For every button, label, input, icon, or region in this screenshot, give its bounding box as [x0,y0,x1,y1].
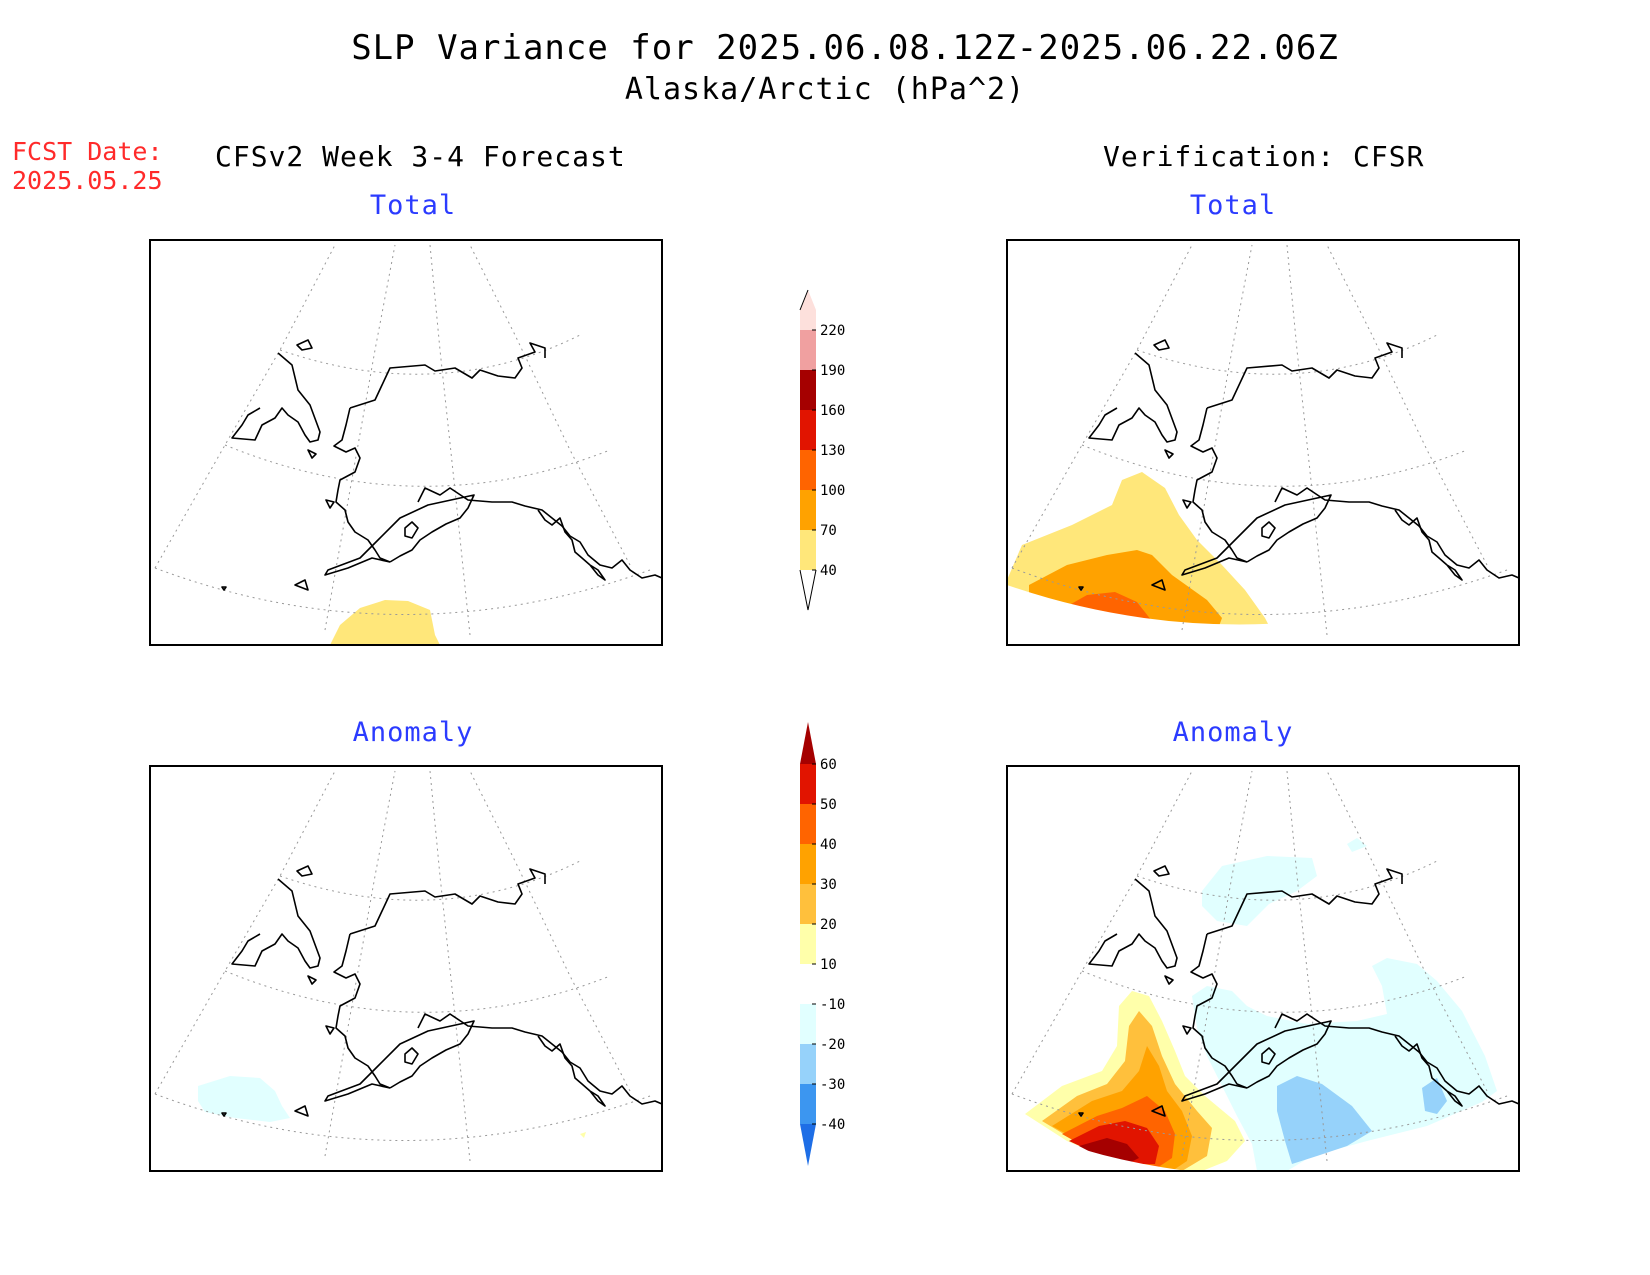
total-colorbar-tick-label: 100 [820,483,845,499]
anomaly-colorbar-swatch [800,964,816,1004]
total-colorbar-tick-label: 70 [820,523,837,539]
anomaly-colorbar-swatches [800,722,816,1166]
forecast-anomaly-title: Anomaly [352,717,474,748]
anomaly-colorbar-tick-label: 60 [820,757,837,773]
anomaly-colorbar-swatch [800,1124,816,1166]
forecast-date: FCST Date: 2025.05.25 [12,137,163,195]
anomaly-colorbar-labels: -40 -30 -20 -10 10 20 30 40 50 60 [812,757,845,1133]
anomaly-colorbar-swatch [800,1044,816,1084]
total-colorbar-tick-label: 220 [820,323,845,339]
anomaly-colorbar-swatch [800,804,816,844]
anomaly-colorbar-swatch [800,844,816,884]
verification-total-panel [1006,239,1520,646]
verification-anomaly-negative-southeast [1192,958,1497,1171]
anomaly-colorbar-tick-label: 30 [820,877,837,893]
total-colorbar-low-end [799,569,817,611]
anomaly-colorbar-tick-label: 50 [820,797,837,813]
anomaly-colorbar-swatch [800,1084,816,1124]
anomaly-colorbar-swatch [800,924,816,964]
total-colorbar-swatch [800,530,816,570]
total-colorbar-swatch [800,330,816,370]
verification-anomaly-title: Anomaly [1172,717,1294,748]
total-colorbar-tick-label: 160 [820,403,845,419]
forecast-total-shading [330,600,440,645]
anomaly-colorbar-swatch [800,1004,816,1044]
anomaly-colorbar-swatch [800,722,816,764]
forecast-column-title: CFSv2 Week 3-4 Forecast [215,140,626,173]
total-colorbar: 40 70 100 130 160 190 220 [799,289,845,611]
forecast-total-title: Total [369,190,457,221]
forecast-total-panel [149,239,663,646]
total-colorbar-tick-label: 40 [820,563,837,579]
verification-total-title: Total [1189,190,1277,221]
total-colorbar-labels: 40 70 100 130 160 190 220 [812,323,845,579]
forecast-anomaly-panel [149,765,663,1172]
total-colorbar-swatches [799,289,817,611]
figure-subtitle: Alaska/Arctic (hPa^2) [624,72,1026,107]
verification-anomaly-panel [1006,765,1520,1172]
forecast-date-label: FCST Date: [12,137,163,166]
anomaly-colorbar-swatch [800,764,816,804]
total-colorbar-tick-label: 130 [820,443,845,459]
anomaly-colorbar-tick-label: -20 [820,1037,845,1053]
total-colorbar-swatch [800,370,816,410]
anomaly-colorbar-tick-label: 40 [820,837,837,853]
total-colorbar-swatch [800,410,816,450]
anomaly-colorbar-tick-label: 20 [820,917,837,933]
anomaly-colorbar-tick-label: -40 [820,1117,845,1133]
anomaly-colorbar-tick-label: -30 [820,1077,845,1093]
verification-column-title: Verification: CFSR [1103,140,1425,173]
total-colorbar-swatch [800,490,816,530]
total-colorbar-swatch [800,290,816,330]
anomaly-colorbar-tick-label: -10 [820,997,845,1013]
forecast-date-value: 2025.05.25 [12,166,163,195]
verification-anomaly-negative-20 [1277,1076,1372,1164]
figure-title: SLP Variance for 2025.06.08.12Z-2025.06.… [351,28,1339,68]
verification-anomaly-positive-60 [1079,1138,1139,1164]
forecast-anomaly-shading [198,1076,290,1122]
anomaly-colorbar-swatch [800,884,816,924]
total-colorbar-tick-label: 190 [820,363,845,379]
anomaly-colorbar-tick-label: 10 [820,957,837,973]
verification-anomaly-negative-north [1202,856,1317,926]
total-colorbar-swatch [800,450,816,490]
anomaly-colorbar: -40 -30 -20 -10 10 20 30 40 50 60 [800,722,845,1166]
